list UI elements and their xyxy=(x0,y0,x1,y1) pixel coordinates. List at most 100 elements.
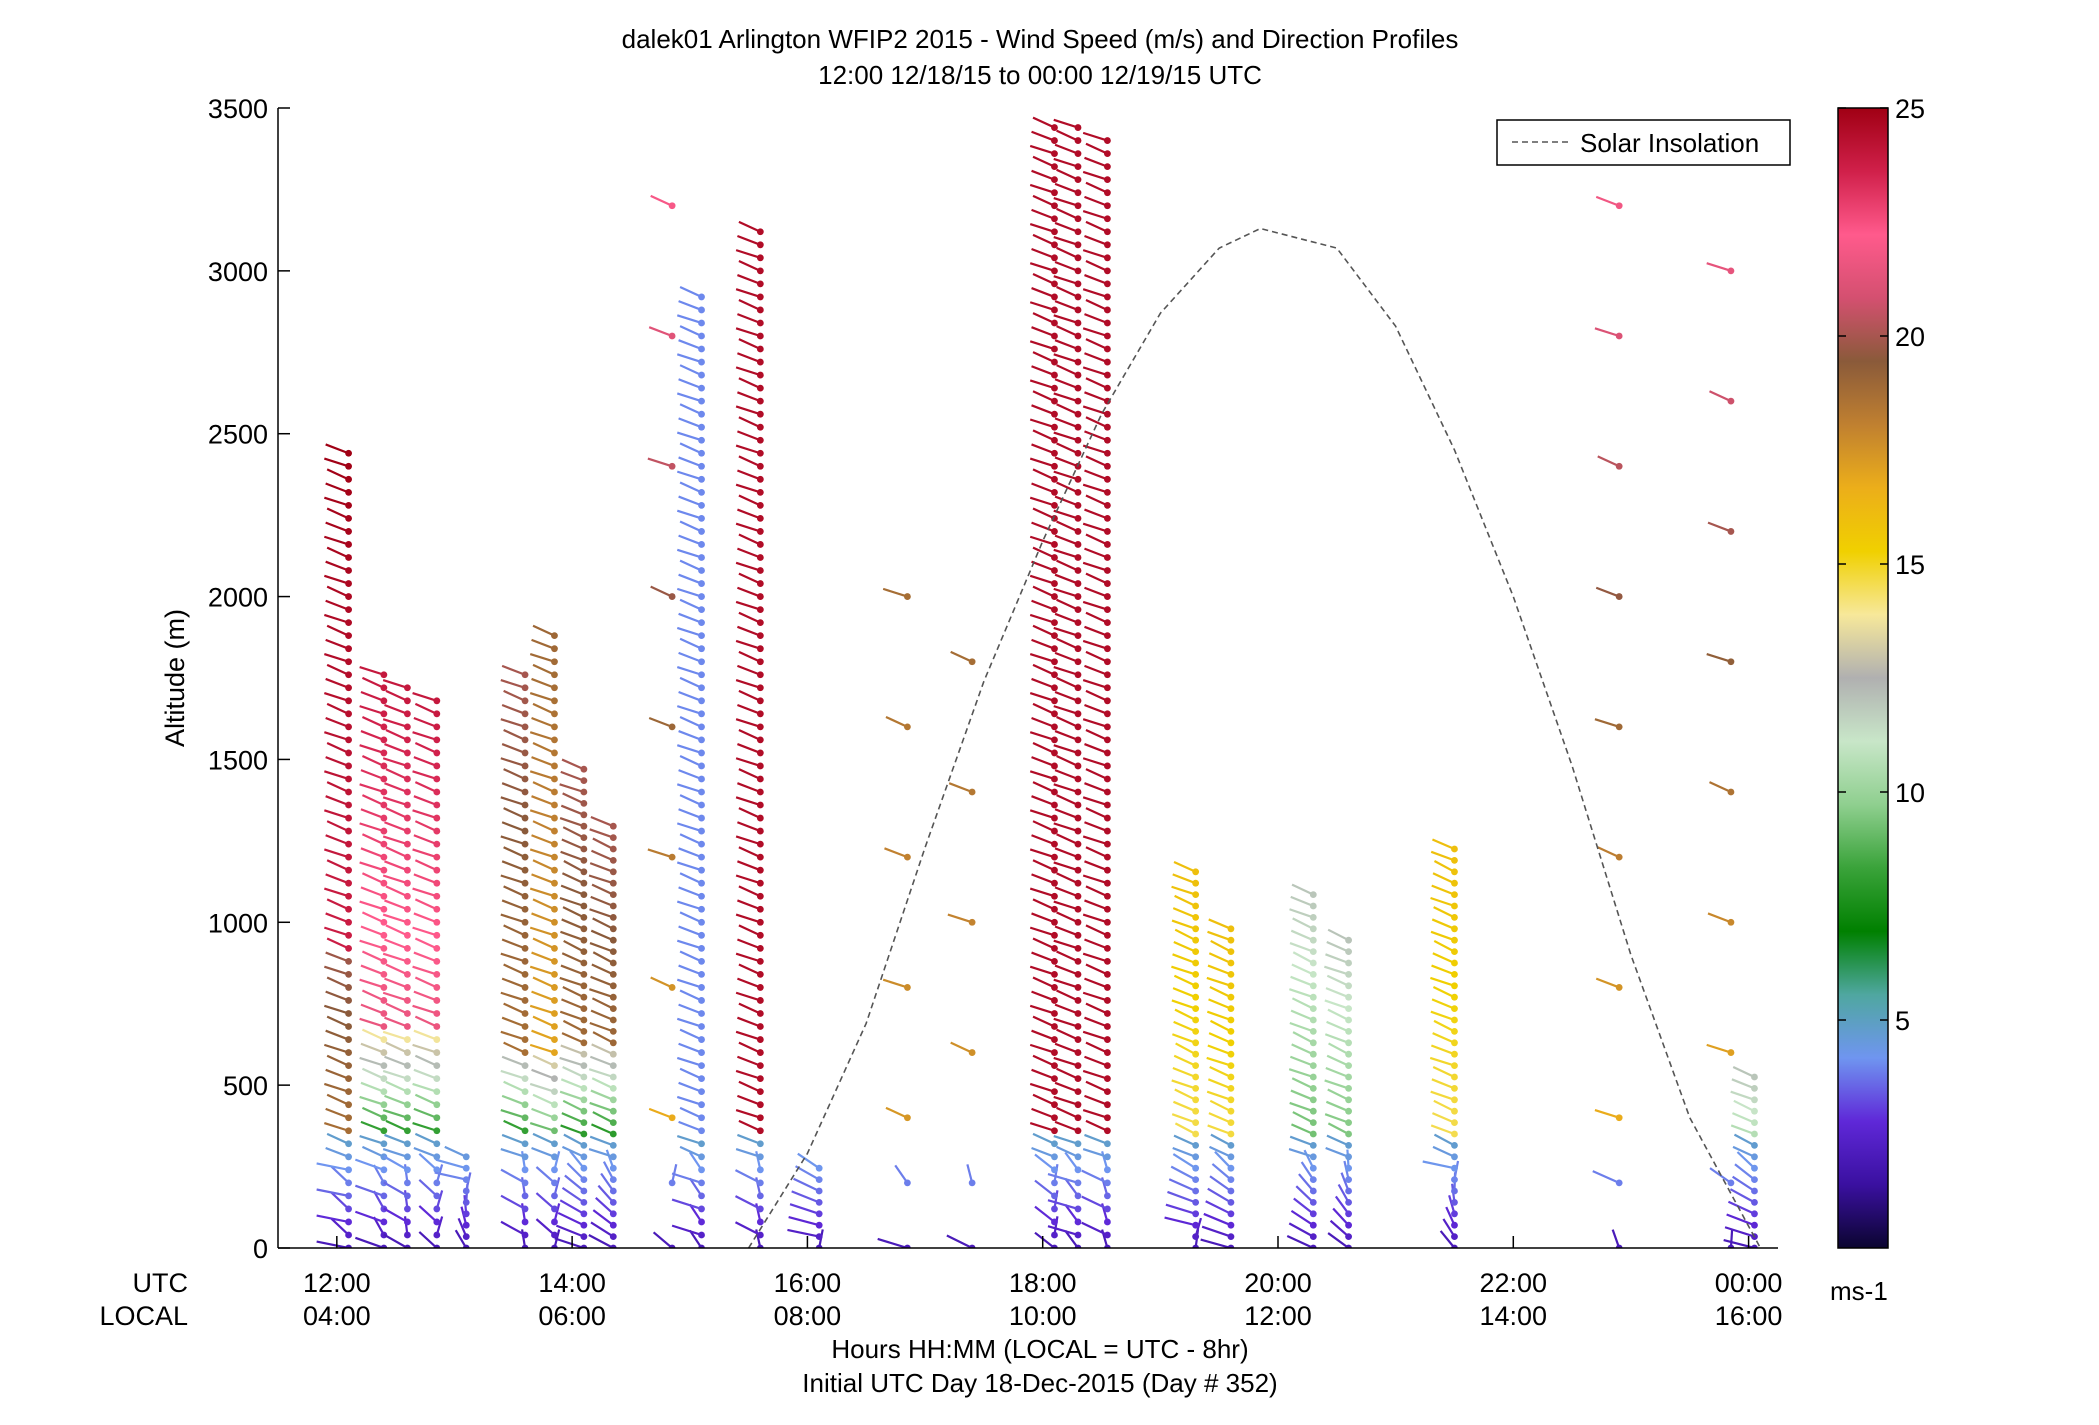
wind-barb-dot xyxy=(1104,462,1111,470)
wind-barb-dot xyxy=(1345,1233,1352,1240)
wind-barb-dot xyxy=(1192,1039,1200,1047)
wind-barb-dot xyxy=(609,1130,617,1138)
wind-barb xyxy=(324,535,349,546)
wind-barb xyxy=(1442,1218,1456,1238)
wind-barb xyxy=(1594,718,1620,728)
wind-barb-dot xyxy=(345,1010,352,1017)
wind-barb xyxy=(648,326,673,338)
wind-barb xyxy=(1053,626,1079,637)
wind-barb-dot xyxy=(698,918,705,926)
wind-barb-dot xyxy=(1051,528,1058,535)
wind-barb xyxy=(1056,442,1079,455)
wind-barb-dot xyxy=(698,1023,705,1030)
wind-barb-dot xyxy=(580,1199,588,1206)
wind-barb-dot xyxy=(698,905,705,913)
wind-barb xyxy=(1082,874,1108,885)
wind-barb-dot xyxy=(551,1114,558,1122)
wind-barb-dot xyxy=(404,840,411,848)
wind-barb xyxy=(738,377,761,390)
wind-barb xyxy=(529,848,555,859)
wind-barb xyxy=(503,1041,526,1054)
wind-barb xyxy=(1056,872,1079,885)
wind-barb-dot xyxy=(580,1073,588,1081)
wind-barb xyxy=(562,792,585,805)
wind-barb-dot xyxy=(756,241,764,249)
wind-barb-dot xyxy=(1451,1039,1458,1047)
x-tick-label-local: 08:00 xyxy=(774,1301,842,1331)
wind-barb xyxy=(1171,1033,1197,1044)
wind-barb-dot xyxy=(756,371,764,379)
wind-barb xyxy=(678,847,702,859)
wind-barb xyxy=(676,822,702,833)
wind-barb xyxy=(591,1123,614,1136)
wind-barb-dot xyxy=(756,488,764,496)
wind-barb xyxy=(1029,652,1055,663)
wind-barb-dot xyxy=(1074,801,1082,809)
wind-barb-dot xyxy=(698,488,705,496)
wind-barb xyxy=(735,718,761,728)
wind-barb-dot xyxy=(1051,176,1058,184)
wind-barb-dot xyxy=(698,332,705,340)
wind-barb xyxy=(1733,1099,1755,1113)
wind-barb-dot xyxy=(345,879,352,887)
wind-barb-dot xyxy=(551,749,558,757)
wind-barb xyxy=(737,782,761,794)
wind-barb-dot xyxy=(1051,671,1058,679)
wind-barb-dot xyxy=(1074,1010,1082,1017)
wind-barb-dot xyxy=(521,853,529,861)
wind-barb xyxy=(678,495,702,507)
wind-barb-dot xyxy=(580,1187,588,1195)
wind-barb-dot xyxy=(698,658,705,666)
wind-barb xyxy=(737,313,761,324)
wind-barb xyxy=(563,939,585,953)
wind-barb xyxy=(1327,1122,1350,1135)
wind-barb xyxy=(679,1106,702,1119)
wind-barb xyxy=(359,744,385,754)
wind-barb-dot xyxy=(1192,993,1200,1001)
wind-barb xyxy=(1032,781,1055,793)
wind-barb-dot xyxy=(698,371,705,379)
wind-barb xyxy=(676,509,702,520)
wind-barb xyxy=(1056,520,1079,533)
wind-barb-dot xyxy=(1074,202,1082,210)
wind-barb xyxy=(385,807,408,820)
wind-barb xyxy=(1054,651,1079,663)
wind-barb-dot xyxy=(462,1221,470,1229)
wind-barb xyxy=(1207,930,1232,942)
wind-barb xyxy=(1053,353,1079,364)
wind-barb xyxy=(1084,313,1108,324)
wind-barb xyxy=(1174,1088,1197,1101)
wind-barb-dot xyxy=(1451,1187,1458,1195)
wind-barb xyxy=(1047,1173,1079,1184)
wind-barb xyxy=(1085,1080,1108,1093)
wind-barb xyxy=(589,988,614,999)
wind-barb-dot xyxy=(1104,254,1111,262)
wind-barb xyxy=(326,1093,350,1106)
wind-barb xyxy=(383,1233,408,1248)
wind-barb xyxy=(1290,895,1314,908)
wind-barb-dot xyxy=(609,822,617,830)
wind-barb-dot xyxy=(433,1127,441,1135)
wind-barb-dot xyxy=(609,1039,617,1047)
wind-barb-dot xyxy=(345,984,352,991)
wind-barb xyxy=(569,1150,585,1169)
wind-barb-dot xyxy=(380,684,388,692)
wind-barb xyxy=(1432,1145,1455,1158)
wind-barb xyxy=(330,1191,350,1210)
wind-barb-dot xyxy=(521,957,529,965)
wind-barb xyxy=(1291,963,1314,976)
wind-barb-dot xyxy=(521,814,529,822)
wind-barb-dot xyxy=(756,384,764,392)
wind-barb-dot xyxy=(433,1010,441,1017)
wind-barb xyxy=(735,874,761,885)
wind-barb-dot xyxy=(1074,1231,1082,1239)
wind-barb xyxy=(1085,259,1108,272)
wind-barb xyxy=(412,1004,438,1015)
wind-barb xyxy=(1053,470,1079,481)
wind-barb-dot xyxy=(551,1140,558,1148)
wind-barb xyxy=(325,951,349,963)
wind-barb-dot xyxy=(756,606,764,613)
wind-barb-dot xyxy=(1345,1244,1352,1248)
wind-barb-dot xyxy=(1074,645,1082,653)
wind-barb xyxy=(531,912,555,924)
